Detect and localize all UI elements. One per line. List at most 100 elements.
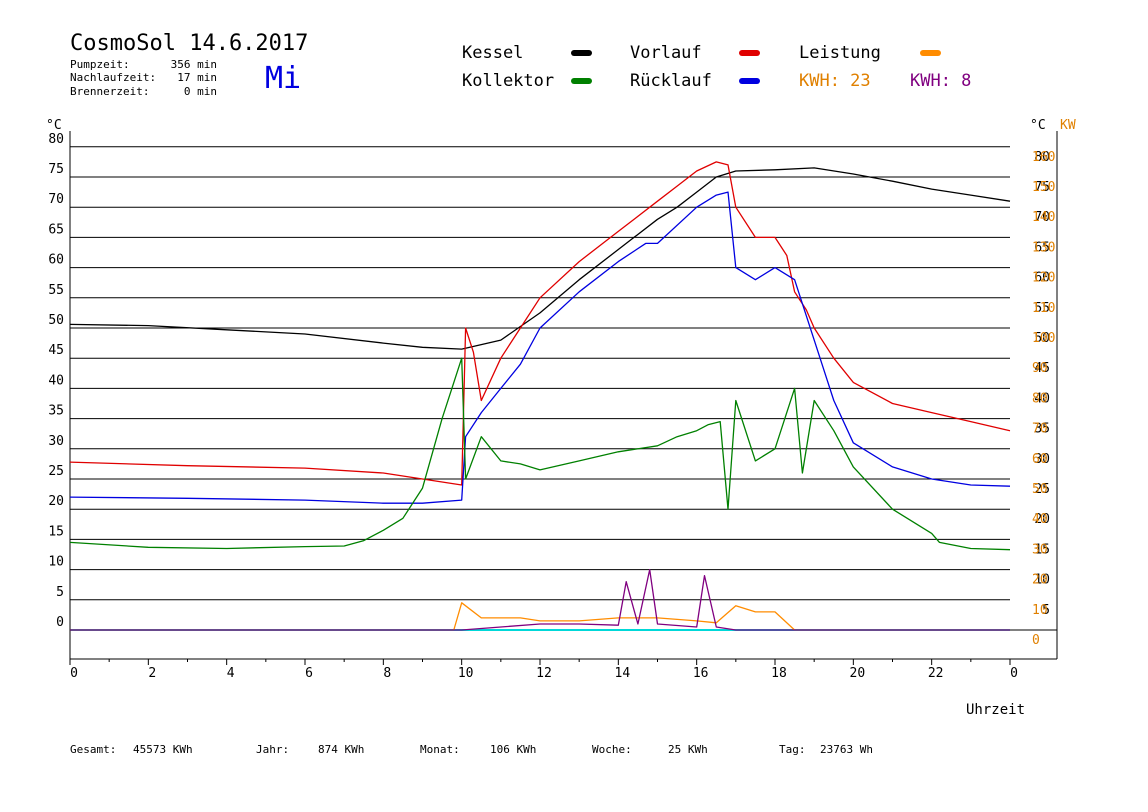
- y-tick-label-left: 35: [48, 404, 64, 419]
- y-tick-label-right: 80: [1034, 150, 1050, 165]
- kw-tick-label: 80: [1032, 391, 1048, 406]
- footer-totals: Gesamt: 45573 KWh Jahr: 874 KWh Monat: 1…: [70, 743, 873, 756]
- y-tick-label-left: 55: [48, 283, 64, 298]
- y-tick-label-left: 75: [48, 162, 64, 177]
- x-tick-label: 16: [693, 666, 709, 681]
- legend-kessel-label: Kessel: [462, 43, 523, 63]
- y-tick-label-left: 65: [48, 222, 64, 237]
- footer-tag-value: 23763 Wh: [820, 743, 873, 756]
- kw-tick-label: 40: [1032, 512, 1048, 527]
- grid-lines: [70, 146, 1010, 631]
- x-axis-label: Uhrzeit: [966, 702, 1025, 718]
- y-tick-label-right: 55: [1034, 301, 1050, 316]
- footer-tag-label: Tag:: [779, 743, 806, 756]
- kw-tick-label: 20: [1032, 573, 1048, 588]
- x-tick-label: 2: [148, 666, 156, 681]
- kw-tick-label: 110: [1032, 301, 1055, 316]
- y-tick-label-left: 40: [48, 373, 64, 388]
- footer-woche-label: Woche:: [592, 743, 632, 756]
- y-unit-left: °C: [46, 118, 62, 133]
- kw-tick-label: 60: [1032, 452, 1048, 467]
- legend-kwh-purple: KWH: 8: [910, 71, 971, 91]
- series-line-r-cklauf: [69, 191, 1011, 504]
- y-tick-label-right: 30: [1034, 452, 1050, 467]
- x-tick-label: 0: [1010, 666, 1018, 681]
- y-tick-label-right: 65: [1034, 240, 1050, 255]
- weekday-label: Mi: [265, 61, 301, 96]
- x-tick-label: 18: [771, 666, 787, 681]
- y-tick-label-left: 45: [48, 343, 64, 358]
- y-tick-label-right: 70: [1034, 210, 1050, 225]
- series-line-kessel: [69, 167, 1011, 350]
- y-tick-label-left: 0: [56, 615, 64, 630]
- series-line-kollektor: [69, 357, 1011, 551]
- y-tick-label-left: 80: [48, 132, 64, 147]
- x-tick-label: 22: [928, 666, 944, 681]
- stat-pumpzeit-label: Pumpzeit:: [70, 58, 130, 71]
- series-line-leistung: [70, 602, 1010, 631]
- footer-woche-value: 25 KWh: [668, 743, 708, 756]
- y-tick-label-right: 40: [1034, 391, 1050, 406]
- series-line-vorlauf: [69, 161, 1011, 486]
- footer-jahr-label: Jahr:: [256, 743, 289, 756]
- kw-tick-label: 90: [1032, 361, 1048, 376]
- y-tick-label-left: 25: [48, 464, 64, 479]
- stat-nachlaufzeit-label: Nachlaufzeit:: [70, 71, 156, 84]
- legend-kollektor-swatch: [571, 78, 592, 84]
- x-tick-label: 12: [536, 666, 552, 681]
- y-tick-label-right: 50: [1034, 331, 1050, 346]
- data-series: [69, 161, 1011, 631]
- y-tick-label-left: 5: [56, 585, 64, 600]
- y-tick-label-right: 45: [1034, 361, 1050, 376]
- footer-jahr-value: 874 KWh: [318, 743, 364, 756]
- y-tick-label-left: 30: [48, 434, 64, 449]
- y-tick-label-right: 10: [1034, 573, 1050, 588]
- kw-tick-label: 30: [1032, 542, 1048, 557]
- kw-tick-label: 140: [1032, 210, 1055, 225]
- legend-kollektor-label: Kollektor: [462, 71, 554, 91]
- kw-tick-label: 160: [1032, 150, 1055, 165]
- tick-labels: 0510152025303540455055606570758051015202…: [48, 132, 1055, 681]
- x-tick-label: 10: [458, 666, 474, 681]
- x-tick-label: 6: [305, 666, 313, 681]
- footer-gesamt-value: 45573 KWh: [133, 743, 193, 756]
- legend-vorlauf-label: Vorlauf: [630, 43, 702, 63]
- y-tick-label-right: 35: [1034, 422, 1050, 437]
- y-tick-label-right: 15: [1034, 542, 1050, 557]
- y-tick-label-left: 50: [48, 313, 64, 328]
- legend-kessel-swatch: [571, 50, 592, 56]
- y-tick-label-right: 75: [1034, 180, 1050, 195]
- kw-tick-label: 120: [1032, 271, 1055, 286]
- footer-gesamt-label: Gesamt:: [70, 743, 116, 756]
- legend-leistung-swatch: [920, 50, 941, 56]
- footer-monat-value: 106 KWh: [490, 743, 536, 756]
- y-unit-right-power: KW: [1060, 118, 1076, 133]
- kw-tick-label: 130: [1032, 240, 1055, 255]
- y-tick-label-right: 20: [1034, 512, 1050, 527]
- legend: Kessel Vorlauf Leistung Kollektor Rückla…: [462, 43, 971, 91]
- chart-title: CosmoSol 14.6.2017: [70, 31, 308, 56]
- x-tick-label: 8: [383, 666, 391, 681]
- stat-nachlaufzeit-value: 17 min: [177, 71, 217, 84]
- kw-tick-label: 70: [1032, 422, 1048, 437]
- y-tick-label-right: 5: [1042, 603, 1050, 618]
- y-tick-label-left: 15: [48, 524, 64, 539]
- legend-ruecklauf-swatch: [739, 78, 760, 84]
- kw-tick-label: 150: [1032, 180, 1055, 195]
- stat-brennerzeit-value: 0 min: [184, 85, 217, 98]
- x-tick-label: 0: [70, 666, 78, 681]
- kw-tick-label: 50: [1032, 482, 1048, 497]
- y-tick-label-left: 60: [48, 253, 64, 268]
- stat-brennerzeit-label: Brennerzeit:: [70, 85, 149, 98]
- kw-tick-label: 0: [1032, 633, 1040, 648]
- y-tick-label-left: 20: [48, 494, 64, 509]
- stat-pumpzeit-value: 356 min: [171, 58, 217, 71]
- legend-ruecklauf-label: Rücklauf: [630, 71, 712, 91]
- y-tick-label-right: 60: [1034, 271, 1050, 286]
- axes: [69, 131, 1058, 665]
- series-line-kwh-8: [70, 568, 1010, 631]
- kw-tick-label: 10: [1032, 603, 1048, 618]
- y-tick-label-left: 10: [48, 555, 64, 570]
- kw-tick-label: 100: [1032, 331, 1055, 346]
